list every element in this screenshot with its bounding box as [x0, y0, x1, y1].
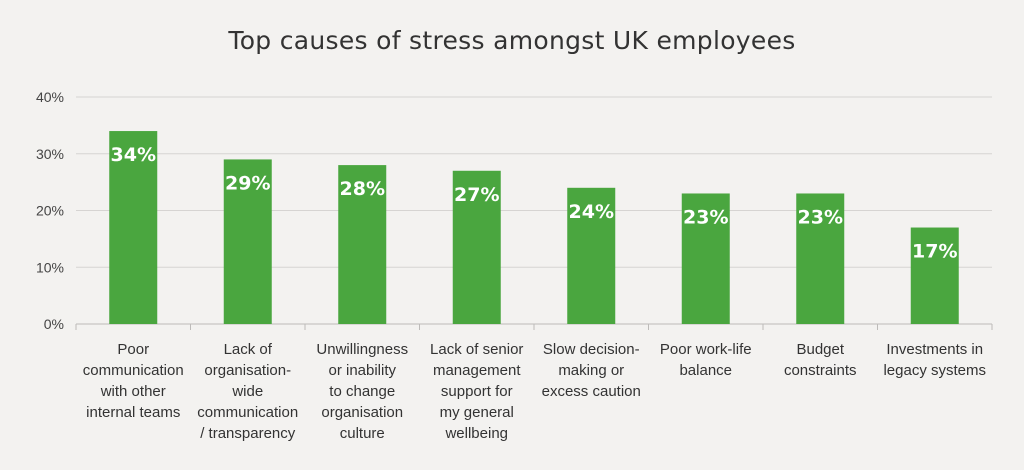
data-label: 23% [683, 206, 728, 228]
bar [338, 165, 387, 324]
data-label: 27% [454, 184, 499, 206]
category-label: Poor work-life balance [660, 341, 752, 379]
category-label: Poor communication with other internal team… [83, 341, 184, 421]
data-label: 29% [225, 172, 270, 194]
bar [452, 170, 501, 324]
data-label: 23% [798, 206, 843, 228]
data-label: 28% [340, 178, 385, 200]
bar [223, 159, 272, 324]
category-label: Unwillingness or inability to change organi… [316, 341, 408, 442]
data-label: 34% [111, 144, 156, 166]
data-label: 17% [912, 241, 957, 263]
bar [910, 227, 959, 324]
y-tick-label: 10% [36, 259, 64, 275]
category-label: Lack of organisation-wide communication / t… [197, 341, 298, 442]
chart-title: Top causes of stress amongst UK employee… [228, 26, 796, 55]
bar [796, 193, 845, 324]
category-label: Slow decision-making or excess caution [542, 341, 641, 400]
y-tick-label: 20% [36, 203, 64, 219]
data-label: 24% [569, 201, 614, 223]
bar [567, 187, 616, 324]
y-tick-label: 40% [36, 89, 64, 105]
y-tick-label: 0% [44, 316, 64, 332]
bar [109, 131, 158, 324]
bar [681, 193, 730, 324]
category-label: Lack of senior management support for my ge… [430, 341, 523, 442]
category-label: Budget constraints [784, 341, 857, 379]
category-label: Investments in legacy systems [883, 341, 986, 379]
y-tick-label: 30% [36, 146, 64, 162]
